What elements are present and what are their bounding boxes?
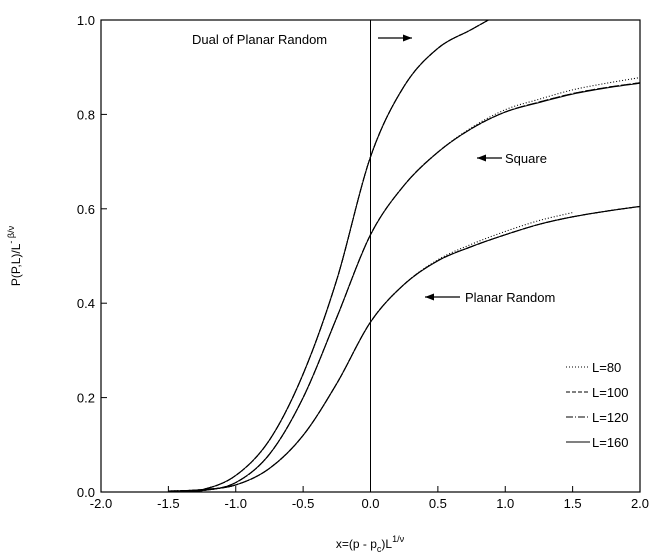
arrow-head bbox=[477, 154, 486, 162]
curve bbox=[168, 205, 640, 492]
curve bbox=[168, 82, 640, 492]
y-tick-label: 0.8 bbox=[77, 107, 95, 122]
annotation: Planar Random bbox=[465, 290, 555, 305]
x-tick-label: 1.5 bbox=[564, 496, 582, 511]
x-tick-label: 1.0 bbox=[496, 496, 514, 511]
x-tick-label: 2.0 bbox=[631, 496, 649, 511]
curve bbox=[168, 20, 490, 492]
curve bbox=[168, 205, 640, 492]
curve bbox=[168, 212, 573, 492]
y-tick-label: 1.0 bbox=[77, 13, 95, 28]
legend-label: L=80 bbox=[592, 360, 621, 375]
y-tick-label: 0.2 bbox=[77, 391, 95, 406]
legend-label: L=120 bbox=[592, 410, 629, 425]
annotation: Square bbox=[505, 151, 547, 166]
arrow-head bbox=[425, 293, 434, 301]
x-tick-label: -2.0 bbox=[90, 496, 112, 511]
y-axis-label: P(P,L)/L- β/ν bbox=[6, 225, 23, 286]
x-axis-label: x=(p - pc)L1/ν bbox=[336, 534, 405, 554]
annotation: Dual of Planar Random bbox=[192, 32, 327, 47]
x-tick-label: 0.0 bbox=[361, 496, 379, 511]
x-tick-label: 0.5 bbox=[429, 496, 447, 511]
arrow-head bbox=[403, 34, 412, 42]
plot-lines bbox=[168, 20, 640, 492]
x-tick-label: -1.0 bbox=[225, 496, 247, 511]
legend-label: L=160 bbox=[592, 435, 629, 450]
legend-label: L=100 bbox=[592, 385, 629, 400]
curve bbox=[168, 82, 640, 492]
x-tick-label: -0.5 bbox=[292, 496, 314, 511]
x-tick-label: -1.5 bbox=[157, 496, 179, 511]
curve bbox=[168, 205, 640, 492]
y-tick-label: 0.4 bbox=[77, 296, 95, 311]
curve bbox=[168, 82, 640, 492]
y-tick-label: 0.0 bbox=[77, 485, 95, 500]
y-tick-label: 0.6 bbox=[77, 202, 95, 217]
